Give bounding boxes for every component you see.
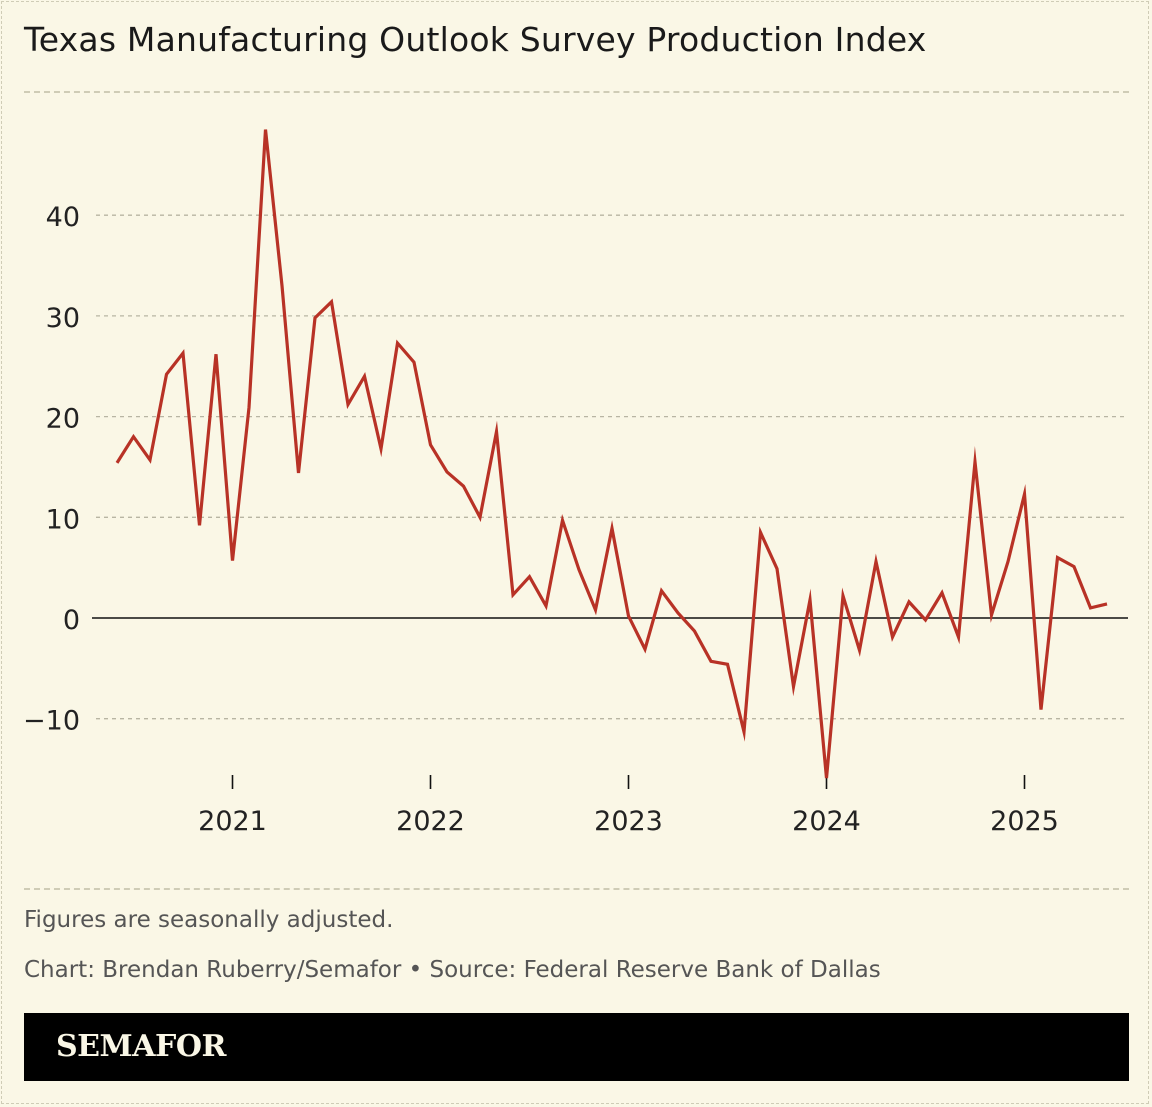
y-axis-ticks: 40 30 20 10 0 −10 (23, 202, 80, 737)
gridlines (92, 214, 1128, 720)
brand-bar: SEMAFOR (24, 1013, 1129, 1081)
x-tick-label: 2021 (198, 806, 267, 837)
y-tick-label: 0 (63, 605, 80, 636)
line-chart: 40 30 20 10 0 −10 2021 2022 2023 2024 2025 (23, 129, 1128, 837)
footer-divider (24, 888, 1129, 890)
semafor-logo: SEMAFOR (56, 1029, 226, 1064)
title-divider (24, 91, 1129, 93)
chart-title: Texas Manufacturing Outlook Survey Produ… (24, 20, 927, 59)
data-series (115, 129, 1108, 779)
chart-note: Figures are seasonally adjusted. (24, 907, 394, 933)
series-line (115, 129, 1108, 779)
chart-credit: Chart: Brendan Ruberry/Semafor • Source:… (24, 957, 881, 983)
y-tick-label: 20 (46, 404, 80, 435)
x-tick-label: 2025 (990, 806, 1059, 837)
x-axis-ticks: 2021 2022 2023 2024 2025 (198, 775, 1059, 837)
x-tick-label: 2023 (594, 806, 663, 837)
y-tick-label: −10 (23, 706, 80, 737)
y-tick-label: 30 (46, 303, 80, 334)
y-tick-label: 40 (46, 202, 80, 233)
y-tick-label: 10 (46, 504, 80, 535)
x-tick-label: 2022 (396, 806, 465, 837)
x-tick-label: 2024 (792, 806, 861, 837)
